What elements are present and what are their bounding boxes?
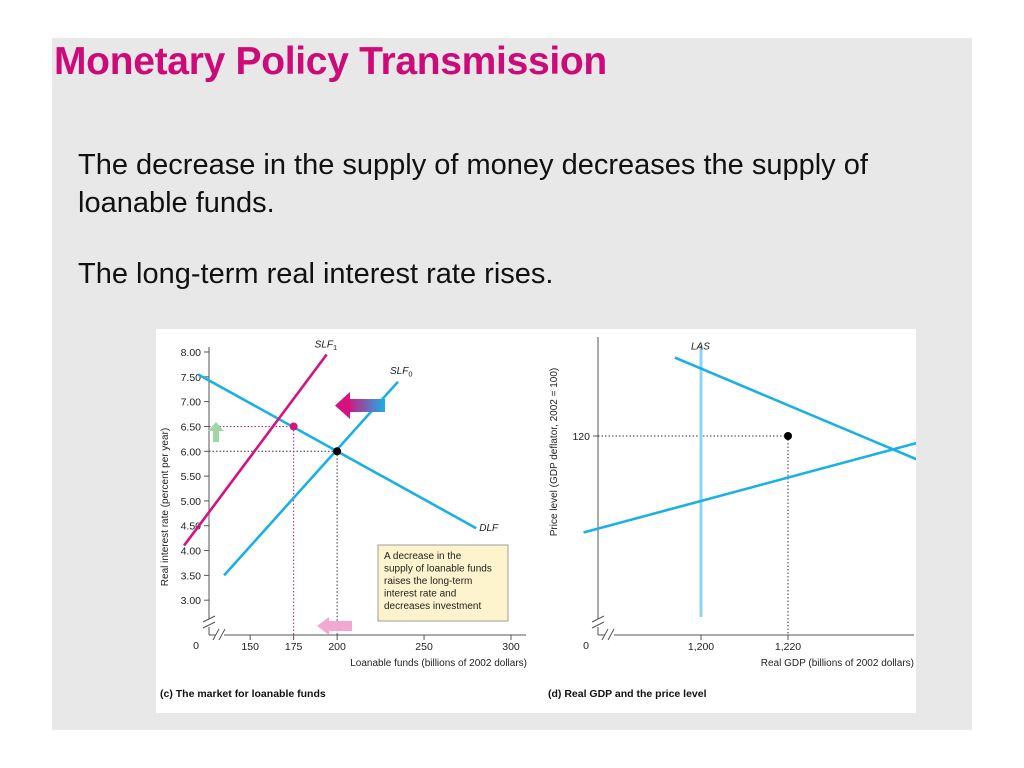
c-y-tick-label-5-00: 5.00 bbox=[181, 496, 202, 508]
c-guide-lines bbox=[209, 425, 338, 635]
supply-shift-left-arrow bbox=[335, 392, 385, 419]
loanable-funds-chart: Real interest rate (percent per year) 3.… bbox=[160, 339, 527, 700]
c-y-tick-label-6-50: 6.50 bbox=[181, 421, 202, 433]
curve-label-las: LAS bbox=[691, 342, 710, 353]
economics-figure: Real interest rate (percent per year) 3.… bbox=[156, 329, 916, 713]
c-caption: (c) The market for loanable funds bbox=[160, 688, 326, 700]
c-x-tick-label-250: 250 bbox=[415, 641, 433, 653]
curve-label-main-dlf: DLF bbox=[479, 523, 499, 534]
c-x-tick-label-150: 150 bbox=[241, 641, 259, 653]
c-x-tick-label-175: 175 bbox=[285, 641, 303, 653]
d-equilibrium-points bbox=[784, 432, 792, 440]
d-x-tick-label-1-220: 1,220 bbox=[775, 641, 801, 653]
curve-label-main-slf0: SLF bbox=[390, 366, 409, 377]
curve-sas bbox=[583, 441, 916, 534]
d-caption: (d) Real GDP and the price level bbox=[548, 688, 707, 700]
curve-label-sub-slf0: 0 bbox=[408, 369, 412, 378]
interest-rate-up-arrow bbox=[208, 422, 224, 442]
c-y-axis-break-mark bbox=[202, 615, 216, 629]
annotation-text: A decrease in the supply of loanable fund… bbox=[384, 551, 492, 612]
d-equilibrium-point-0 bbox=[784, 432, 792, 440]
annotation-line-4: decreases investment bbox=[384, 601, 481, 612]
bullet-interest-rate-rises: The long-term real interest rate rises. bbox=[78, 258, 554, 290]
c-equilibrium-point-1 bbox=[289, 422, 298, 431]
c-equilibrium-point-0 bbox=[333, 447, 342, 456]
d-origin-label: 0 bbox=[583, 640, 589, 652]
c-x-axis-break-mark bbox=[212, 628, 226, 641]
c-y-tick-label-3-50: 3.50 bbox=[181, 570, 202, 582]
d-guide-lines bbox=[598, 435, 789, 635]
d-x-ticks: 1,200 1,220 bbox=[688, 635, 801, 653]
annotation-line-3: interest rate and bbox=[384, 589, 456, 600]
d-y-axis-label: Price level (GDP deflator, 2002 = 100) bbox=[549, 368, 560, 537]
bullet-decrease-money-supply: The decrease in the supply of money decr… bbox=[78, 149, 868, 219]
d-x-tick-label-1-200: 1,200 bbox=[688, 641, 714, 653]
curve-label-main-slf1: SLF bbox=[315, 339, 334, 350]
loanable-funds-left-arrow bbox=[317, 617, 352, 635]
c-y-tick-label-7-00: 7.00 bbox=[181, 397, 202, 409]
c-origin-label: 0 bbox=[193, 640, 199, 652]
annotation-line-1: supply of loanable funds bbox=[384, 564, 492, 575]
d-curves: LASSASAD0 bbox=[583, 342, 916, 617]
c-x-tick-label-300: 300 bbox=[502, 641, 520, 653]
c-y-tick-label-6-00: 6.00 bbox=[181, 446, 202, 458]
c-y-axis-label: Real interest rate (percent per year) bbox=[160, 428, 171, 586]
c-y-tick-label-4-00: 4.00 bbox=[181, 546, 202, 558]
annotation-box: A decrease in the supply of loanable fund… bbox=[377, 544, 509, 622]
c-x-axis-label: Loanable funds (billions of 2002 dollars… bbox=[350, 658, 527, 669]
curve-slf0 bbox=[223, 380, 399, 577]
aggregate-supply-demand-chart: Price level (GDP deflator, 2002 = 100) 1… bbox=[548, 337, 916, 700]
curve-label-sub-slf1: 1 bbox=[333, 343, 337, 352]
c-y-tick-label-3-00: 3.00 bbox=[181, 595, 202, 607]
slide-title: Monetary Policy Transmission bbox=[54, 40, 607, 83]
figure-canvas: Real interest rate (percent per year) 3.… bbox=[160, 337, 916, 700]
curve-ad0 bbox=[674, 356, 916, 461]
c-y-tick-label-8-00: 8.00 bbox=[181, 347, 202, 359]
c-y-tick-label-7-50: 7.50 bbox=[181, 372, 202, 384]
d-x-axis-label: Real GDP (billions of 2002 dollars) bbox=[761, 658, 914, 669]
c-x-ticks: 150 175 200 250 300 bbox=[241, 635, 520, 653]
c-y-ticks: 3.003.504.004.505.005.506.006.507.007.50… bbox=[181, 347, 209, 607]
d-y-ticks: 120 bbox=[572, 431, 598, 443]
d-y-tick-label-120: 120 bbox=[572, 431, 590, 443]
d-y-axis-break-mark bbox=[591, 615, 605, 629]
curve-slf1 bbox=[183, 353, 328, 547]
d-x-axis-break-mark bbox=[601, 628, 615, 641]
c-x-tick-label-200: 200 bbox=[328, 641, 346, 653]
annotation-line-2: raises the long-term bbox=[384, 576, 472, 587]
curve-label-slf0: SLF0 bbox=[390, 366, 413, 379]
c-equilibrium-points bbox=[289, 422, 342, 456]
curve-label-slf1: SLF1 bbox=[315, 339, 338, 352]
annotation-line-0: A decrease in the bbox=[384, 551, 462, 562]
curve-label-dlf: DLF bbox=[479, 523, 499, 534]
curve-label-main-las: LAS bbox=[691, 342, 710, 353]
c-y-tick-label-5-50: 5.50 bbox=[181, 471, 202, 483]
